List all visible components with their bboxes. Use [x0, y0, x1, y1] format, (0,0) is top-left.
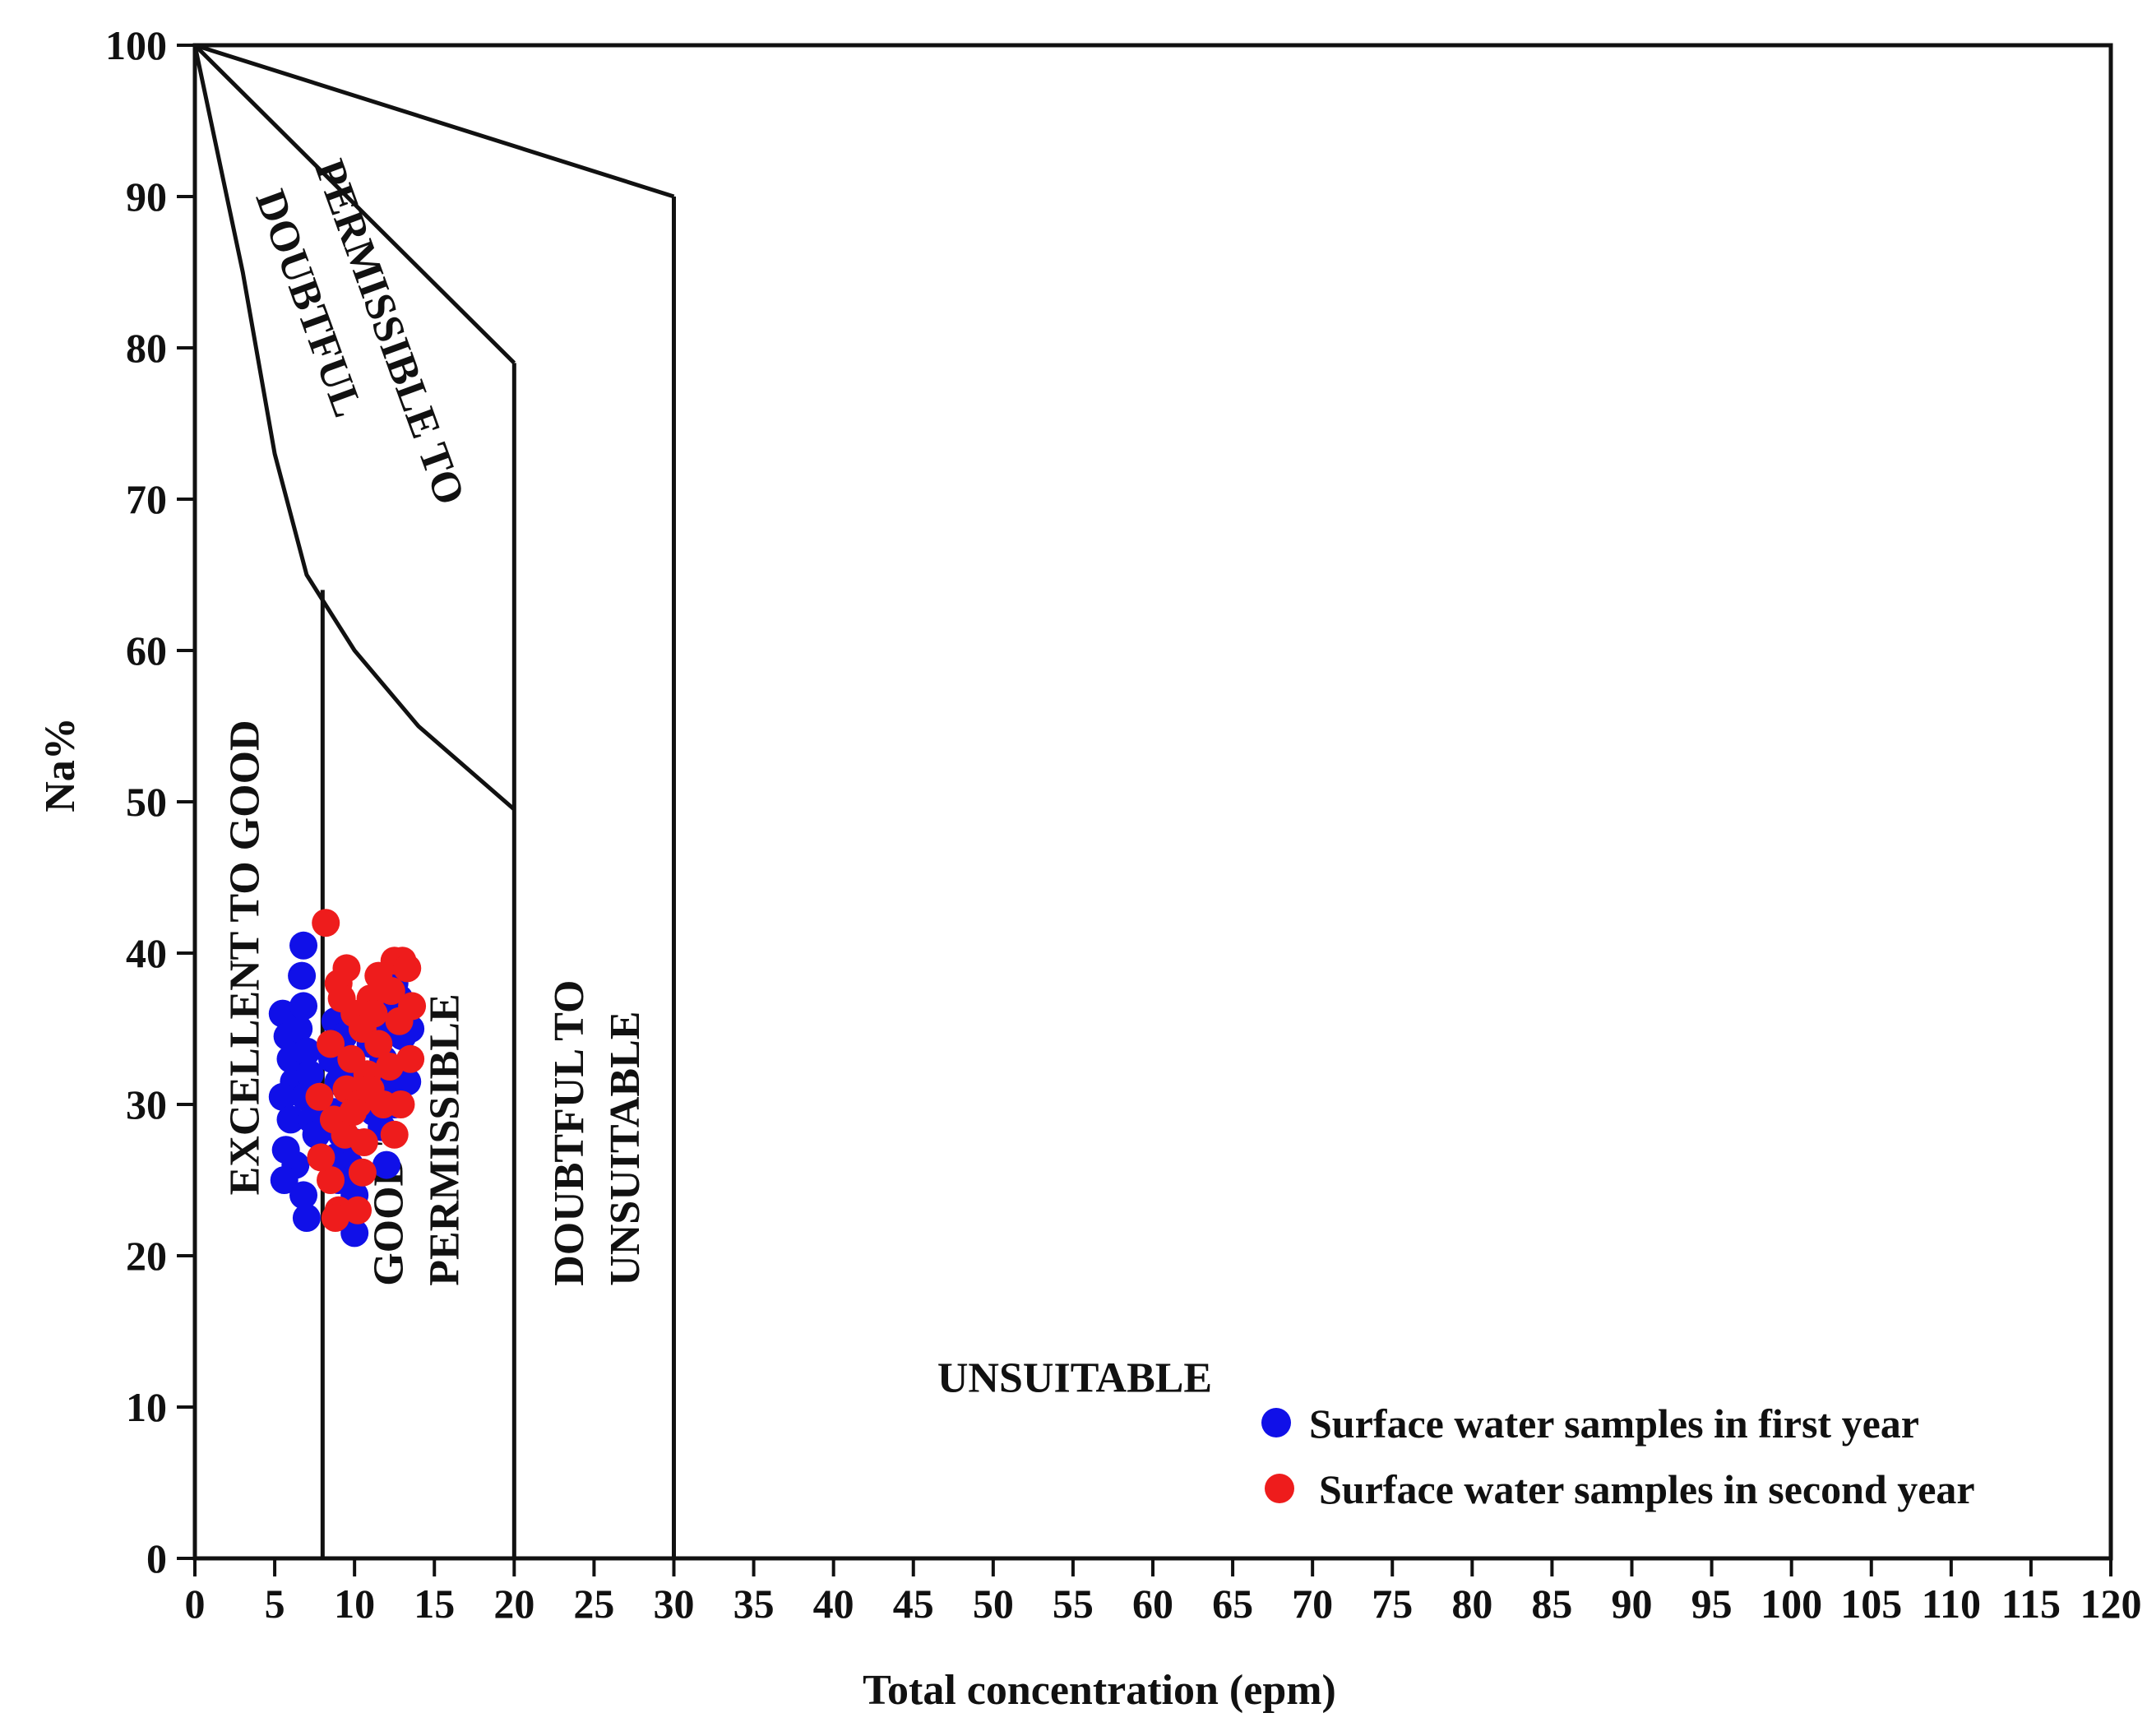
- y-tick-label-30: 30: [126, 1081, 167, 1127]
- y-tick-label-100: 100: [105, 22, 167, 68]
- x-tick-label-100: 100: [1761, 1581, 1822, 1627]
- x-tick-label-95: 95: [1691, 1581, 1733, 1627]
- x-tick-label-30: 30: [654, 1581, 695, 1627]
- point-first_year-15: [292, 1037, 321, 1066]
- legend-label-first-year: Surface water samples in first year: [1309, 1400, 1919, 1447]
- point-first_year-32: [340, 1219, 369, 1248]
- x-tick-label-65: 65: [1212, 1581, 1253, 1627]
- axes: 0 5 10 15 20 25 30 35 40 45 50 55 60 65 70 75 80 85 90 95 10…: [105, 22, 2142, 1627]
- point-second_year-35: [377, 977, 405, 1005]
- region-label-0: EXCELLENT TO GOOD: [222, 720, 269, 1195]
- x-tick-label-120: 120: [2080, 1581, 2142, 1627]
- point-first_year-12: [289, 992, 318, 1021]
- point-second_year-18: [344, 1196, 372, 1224]
- point-second_year-34: [307, 1143, 335, 1172]
- x-tick-label-85: 85: [1531, 1581, 1572, 1627]
- classification-boundaries: [192, 43, 676, 1558]
- point-second_year-15: [317, 1166, 345, 1194]
- x-tick-label-20: 20: [493, 1581, 534, 1627]
- y-tick-label-40: 40: [126, 930, 167, 976]
- point-second_year-0: [312, 909, 340, 937]
- x-tick-label-35: 35: [733, 1581, 775, 1627]
- y-tick-label-0: 0: [146, 1535, 167, 1581]
- x-tick-label-105: 105: [1840, 1581, 1902, 1627]
- point-second_year-26: [364, 1030, 393, 1058]
- x-tick-label-5: 5: [265, 1581, 285, 1627]
- y-tick-label-20: 20: [126, 1233, 167, 1279]
- plot-frame: [192, 43, 2113, 1561]
- point-first_year-9: [289, 1181, 318, 1210]
- point-first_year-11: [285, 1015, 313, 1043]
- point-second_year-17: [321, 1204, 349, 1232]
- point-first_year-8: [270, 1166, 298, 1194]
- x-tick-label-90: 90: [1612, 1581, 1653, 1627]
- point-second_year-23: [393, 954, 422, 983]
- region-label-7: UNSUITABLE: [937, 1355, 1212, 1402]
- point-first_year-10: [292, 1204, 321, 1232]
- x-tick-label-25: 25: [573, 1581, 614, 1627]
- x-tick-label-45: 45: [893, 1581, 934, 1627]
- x-tick-label-80: 80: [1451, 1581, 1492, 1627]
- point-first_year-16: [295, 1060, 324, 1089]
- point-second_year-14: [349, 1128, 378, 1156]
- y-tick-label-10: 10: [126, 1384, 167, 1430]
- legend: Surface water samples in first year Surf…: [1261, 1400, 1975, 1512]
- y-tick-label-80: 80: [126, 325, 167, 371]
- x-tick-label-115: 115: [2001, 1581, 2061, 1627]
- point-second_year-32: [348, 1158, 377, 1187]
- point-second_year-25: [385, 1007, 414, 1035]
- point-second_year-19: [305, 1082, 334, 1111]
- y-tick-label-70: 70: [126, 476, 167, 522]
- point-first_year-4: [268, 1082, 297, 1111]
- boundary-permissible-doubtful-upper: [194, 43, 675, 199]
- y-tick-label-90: 90: [126, 174, 167, 220]
- point-second_year-31: [386, 1090, 415, 1118]
- legend-marker-first-year: [1261, 1408, 1291, 1437]
- x-tick-label-60: 60: [1132, 1581, 1173, 1627]
- boundary-excellent-good-upper: [192, 44, 516, 812]
- point-first_year-14: [289, 931, 318, 960]
- x-tick-label-15: 15: [414, 1581, 455, 1627]
- point-second_year-2: [332, 954, 361, 983]
- x-axis-title: Total concentration (epm): [863, 1667, 1336, 1714]
- point-second_year-28: [375, 1053, 404, 1081]
- x-tick-label-55: 55: [1053, 1581, 1094, 1627]
- boundary-good-permissible-upper: [193, 44, 516, 365]
- point-second_year-30: [380, 1120, 409, 1149]
- legend-marker-second-year: [1265, 1474, 1294, 1503]
- point-first_year-5: [276, 1105, 305, 1134]
- point-second_year-36: [356, 1075, 385, 1104]
- legend-label-second-year: Surface water samples in second year: [1319, 1466, 1975, 1512]
- x-tick-label-110: 110: [1922, 1581, 1981, 1627]
- point-first_year-41: [372, 1150, 400, 1179]
- x-tick-label-50: 50: [973, 1581, 1014, 1627]
- data-points: [268, 909, 427, 1248]
- x-tick-label-75: 75: [1372, 1581, 1413, 1627]
- region-label-2: PERMISSIBLE: [421, 993, 468, 1285]
- point-second_year-37: [339, 1098, 368, 1127]
- point-first_year-13: [288, 961, 317, 990]
- y-axis-title: Na%: [37, 717, 84, 812]
- region-label-3: DOUBTFUL TO: [546, 979, 593, 1285]
- x-tick-label-40: 40: [813, 1581, 854, 1627]
- point-second_year-33: [359, 999, 388, 1028]
- point-second_year-5: [317, 1030, 345, 1058]
- region-label-4: UNSUITABLE: [602, 1012, 649, 1286]
- y-tick-label-50: 50: [126, 779, 167, 825]
- x-tick-label-70: 70: [1292, 1581, 1333, 1627]
- x-tick-label-0: 0: [185, 1581, 206, 1627]
- y-tick-label-60: 60: [126, 627, 167, 674]
- x-tick-label-10: 10: [334, 1581, 375, 1627]
